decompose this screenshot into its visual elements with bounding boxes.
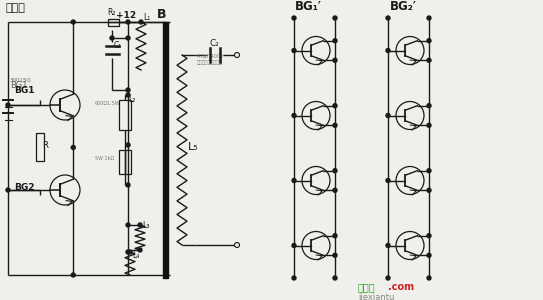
Circle shape (292, 178, 296, 182)
Circle shape (333, 234, 337, 238)
Circle shape (427, 169, 431, 173)
Text: L₂: L₂ (128, 95, 135, 104)
Circle shape (6, 188, 10, 192)
Text: 30015O: 30015O (10, 78, 31, 83)
Text: L₃: L₃ (142, 221, 149, 230)
Circle shape (427, 104, 431, 108)
Circle shape (235, 52, 239, 58)
Circle shape (333, 58, 337, 62)
Circle shape (427, 234, 431, 238)
Circle shape (139, 20, 143, 24)
Bar (36, 133, 44, 161)
Text: +12: +12 (116, 11, 136, 20)
Text: C₁: C₁ (114, 41, 122, 50)
Circle shape (128, 250, 132, 254)
Text: 600Ω1.5W: 600Ω1.5W (95, 101, 121, 106)
Circle shape (235, 242, 239, 247)
Circle shape (110, 36, 114, 40)
Circle shape (71, 146, 75, 149)
Circle shape (333, 104, 337, 108)
Circle shape (333, 188, 337, 192)
Text: B: B (157, 8, 167, 21)
Circle shape (427, 188, 431, 192)
Text: BG₁′: BG₁′ (295, 0, 322, 13)
Circle shape (427, 276, 431, 280)
Text: 5W 1kΩ: 5W 1kΩ (95, 156, 114, 161)
Circle shape (386, 16, 390, 20)
Circle shape (427, 253, 431, 257)
Bar (108, 19, 118, 26)
Circle shape (126, 250, 130, 254)
Circle shape (126, 183, 130, 187)
Circle shape (126, 20, 130, 24)
Circle shape (292, 113, 296, 118)
Circle shape (126, 143, 130, 147)
Text: BG2: BG2 (14, 183, 35, 192)
Circle shape (126, 223, 130, 227)
Circle shape (292, 16, 296, 20)
Text: 47μF 400V
快速恢复二极管不定: 47μF 400V 快速恢复二极管不定 (197, 54, 223, 65)
Bar (119, 150, 131, 174)
Text: R₂: R₂ (107, 8, 116, 17)
Circle shape (71, 20, 75, 24)
Circle shape (333, 39, 337, 43)
Circle shape (427, 123, 431, 127)
Circle shape (292, 276, 296, 280)
Circle shape (292, 49, 296, 52)
Text: .com: .com (388, 282, 414, 292)
Circle shape (386, 178, 390, 182)
Circle shape (6, 103, 10, 107)
Circle shape (333, 123, 337, 127)
Text: BG₂′: BG₂′ (390, 0, 417, 13)
Bar (119, 100, 131, 130)
Text: 电路图: 电路图 (5, 3, 25, 13)
Circle shape (386, 113, 390, 118)
Circle shape (292, 244, 296, 248)
Circle shape (386, 244, 390, 248)
Circle shape (333, 253, 337, 257)
Text: L₄: L₄ (132, 251, 139, 260)
Text: BG1: BG1 (10, 81, 28, 90)
Circle shape (126, 93, 130, 97)
Circle shape (138, 248, 142, 252)
Text: jiexiantu: jiexiantu (358, 293, 394, 300)
Circle shape (71, 273, 75, 277)
Text: R: R (42, 141, 48, 150)
Text: L₁: L₁ (143, 13, 150, 22)
Circle shape (427, 39, 431, 43)
Circle shape (386, 276, 390, 280)
Text: 接线图: 接线图 (358, 282, 376, 292)
Text: BG1: BG1 (14, 86, 35, 95)
Text: L₅: L₅ (188, 142, 199, 152)
Circle shape (333, 276, 337, 280)
Text: C₂: C₂ (210, 39, 220, 48)
Circle shape (138, 223, 142, 227)
Circle shape (386, 49, 390, 52)
Circle shape (427, 58, 431, 62)
Circle shape (333, 169, 337, 173)
Circle shape (333, 16, 337, 20)
Circle shape (126, 88, 130, 92)
Circle shape (126, 36, 130, 40)
Bar (163, 22, 168, 278)
Circle shape (427, 16, 431, 20)
